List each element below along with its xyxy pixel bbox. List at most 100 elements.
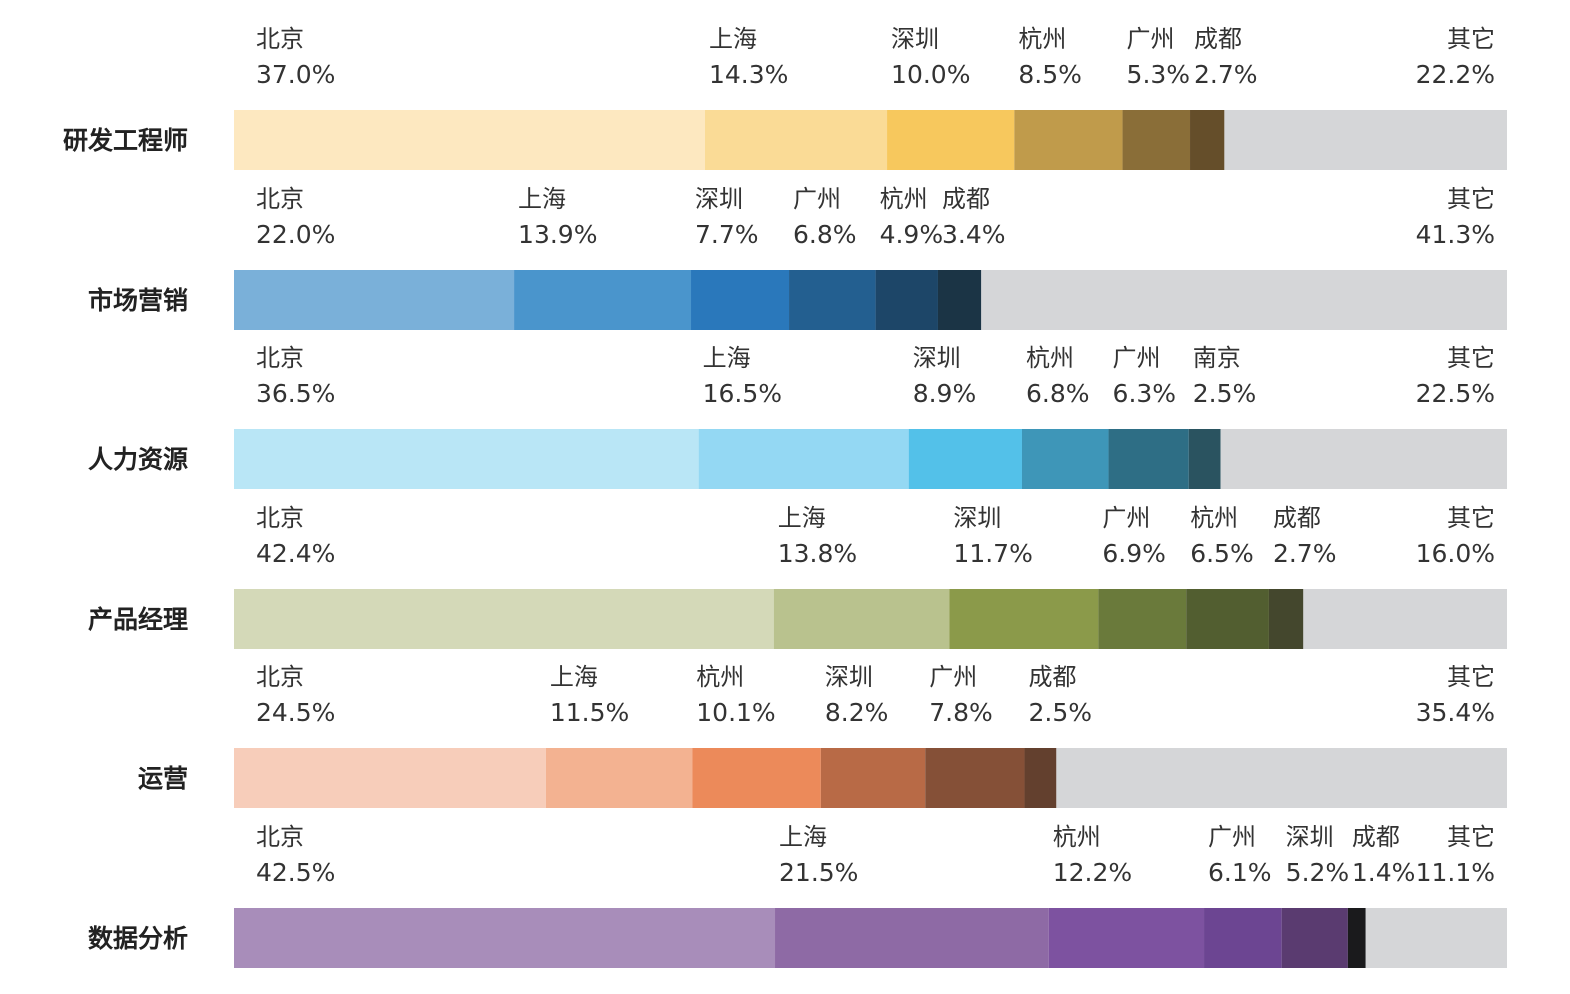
segment-value-label: 2.7% [1194, 60, 1258, 89]
segment-value-label: 4.9% [880, 220, 944, 249]
segment-name-label: 其它 [1447, 25, 1495, 53]
segment-value-label: 22.2% [1416, 60, 1495, 89]
bar-segment [789, 270, 876, 330]
segment-value-label: 13.8% [778, 539, 857, 568]
bar-row: 市场营销 北京 22.0% 上海 13.9% 深圳 7.7% 广州 6.8% 杭州 4.9% 成都 3.… [88, 185, 1507, 330]
bar-segment [775, 908, 1049, 968]
bar-segment [773, 589, 950, 649]
segment-name-label: 杭州 [1190, 504, 1238, 532]
segment-name-label: 上海 [779, 823, 827, 851]
segment-value-label: 42.4% [256, 539, 335, 568]
bar-segment [1014, 110, 1123, 170]
segment-value-label: 3.4% [942, 220, 1006, 249]
segment-value-label: 13.9% [518, 220, 597, 249]
bar-segment [234, 748, 546, 808]
segment-value-label: 6.5% [1190, 539, 1254, 568]
segment-value-label: 8.9% [913, 379, 977, 408]
segment-value-label: 12.2% [1053, 858, 1132, 887]
bar-segment [1365, 908, 1507, 968]
bar-segment [545, 748, 693, 808]
bar-segment [234, 429, 699, 489]
segment-name-label: 成都 [942, 185, 990, 213]
segment-name-label: 其它 [1447, 663, 1495, 691]
segment-name-label: 成都 [1273, 504, 1321, 532]
category-label: 市场营销 [88, 286, 188, 315]
bar-segment [691, 270, 790, 330]
category-label: 研发工程师 [63, 126, 188, 155]
segment-value-label: 7.8% [929, 698, 993, 727]
segment-value-label: 21.5% [779, 858, 858, 887]
segment-name-label: 广州 [929, 663, 977, 691]
segment-value-label: 6.3% [1113, 379, 1177, 408]
bar-segment [692, 748, 821, 808]
segment-name-label: 杭州 [1026, 344, 1074, 372]
segment-name-label: 上海 [518, 185, 566, 213]
segment-value-label: 16.0% [1416, 539, 1495, 568]
segment-name-label: 广州 [1102, 504, 1150, 532]
bar-row: 运营 北京 24.5% 上海 11.5% 杭州 10.1% 深圳 8.2% 广州 7.8% 成都 2.5… [138, 663, 1507, 808]
bar-segment [1122, 110, 1191, 170]
segment-name-label: 深圳 [891, 25, 939, 53]
bar-segment [234, 589, 774, 649]
segment-name-label: 广州 [1113, 344, 1161, 372]
bar-segment [1098, 589, 1187, 649]
segment-value-label: 6.8% [793, 220, 857, 249]
bar-segment [705, 110, 888, 170]
segment-value-label: 10.0% [891, 60, 970, 89]
bar-segment [1347, 908, 1366, 968]
bar-segment [1024, 748, 1057, 808]
bar-segment [887, 110, 1015, 170]
segment-name-label: 成都 [1194, 25, 1242, 53]
segment-name-label: 上海 [550, 663, 598, 691]
bar-segment [1281, 908, 1348, 968]
segment-name-label: 北京 [256, 504, 304, 532]
segment-name-label: 北京 [256, 344, 304, 372]
segment-value-label: 6.9% [1102, 539, 1166, 568]
segment-name-label: 上海 [778, 504, 826, 532]
bar-segment [925, 748, 1025, 808]
bar-row: 人力资源 北京 36.5% 上海 16.5% 深圳 8.9% 杭州 6.8% 广州 6.3% 南京 2.… [88, 344, 1508, 489]
segment-name-label: 其它 [1447, 823, 1495, 851]
segment-value-label: 2.5% [1029, 698, 1093, 727]
segment-name-label: 深圳 [1286, 823, 1334, 851]
bar-segment [1048, 908, 1205, 968]
segment-name-label: 北京 [256, 185, 304, 213]
segment-name-label: 其它 [1447, 185, 1495, 213]
segment-name-label: 其它 [1447, 344, 1495, 372]
bar-segment [698, 429, 909, 489]
bar-segment [1186, 589, 1269, 649]
segment-value-label: 24.5% [256, 698, 335, 727]
bar-segment [981, 270, 1507, 330]
segment-name-label: 南京 [1193, 344, 1241, 372]
segment-value-label: 1.4% [1352, 858, 1416, 887]
bar-row: 数据分析 北京 42.5% 上海 21.5% 杭州 12.2% 广州 6.1% 深圳 5.2%成都 1… [88, 823, 1507, 968]
bar-segment [1108, 429, 1189, 489]
segment-value-label: 8.5% [1018, 60, 1082, 89]
bar-segment [1021, 429, 1109, 489]
bar-row: 研发工程师 北京 37.0% 上海 14.3% 深圳 10.0% 杭州 8.5% 广州 5.3%成都… [63, 25, 1507, 170]
segment-value-label: 8.2% [825, 698, 889, 727]
bar-segment [234, 110, 706, 170]
segment-value-label: 22.5% [1416, 379, 1495, 408]
segment-name-label: 杭州 [1018, 25, 1066, 53]
segment-value-label: 41.3% [1416, 220, 1495, 249]
segment-value-label: 10.1% [696, 698, 775, 727]
bar-segment [1303, 589, 1507, 649]
bar-segment [820, 748, 926, 808]
segment-value-label: 11.1% [1416, 858, 1495, 887]
segment-name-label: 深圳 [913, 344, 961, 372]
segment-name-label: 广州 [1208, 823, 1256, 851]
segment-name-label: 杭州 [1053, 823, 1101, 851]
segment-value-label: 11.5% [550, 698, 629, 727]
segment-value-label: 16.5% [703, 379, 782, 408]
segment-value-label: 11.7% [953, 539, 1032, 568]
segment-name-label: 杭州 [696, 663, 744, 691]
category-label: 产品经理 [88, 605, 188, 634]
bar-segment [875, 270, 938, 330]
segment-value-label: 22.0% [256, 220, 335, 249]
segment-name-label: 杭州 [880, 185, 928, 213]
segment-value-label: 5.3% [1127, 60, 1191, 89]
segment-value-label: 6.1% [1208, 858, 1272, 887]
segment-name-label: 北京 [256, 25, 304, 53]
segment-name-label: 北京 [256, 823, 304, 851]
